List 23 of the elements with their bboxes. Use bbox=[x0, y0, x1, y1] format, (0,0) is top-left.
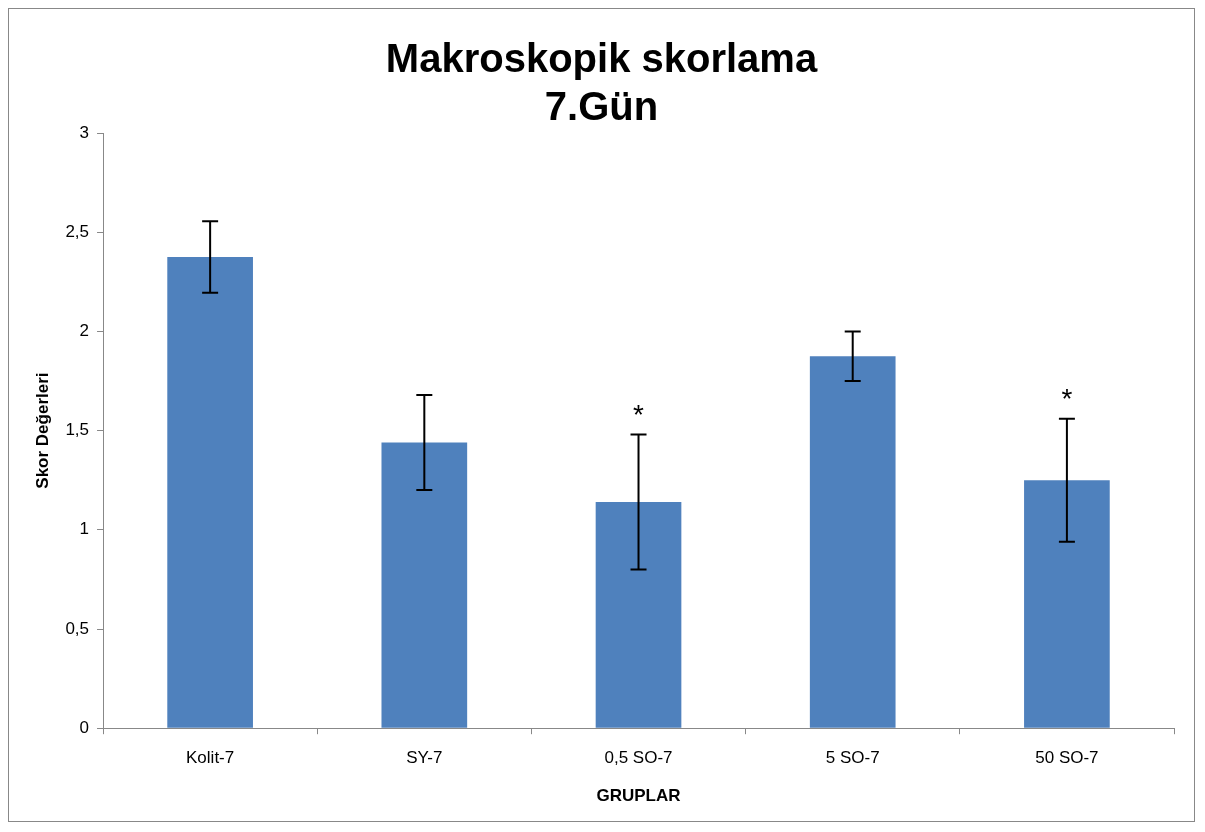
x-tick-label: 0,5 SO-7 bbox=[604, 748, 673, 768]
y-tick-label: 0,5 bbox=[65, 618, 90, 638]
y-tick-label: 3 bbox=[79, 122, 90, 142]
bar bbox=[381, 442, 468, 728]
y-tick-label: 1 bbox=[79, 519, 90, 539]
data-label: * bbox=[633, 399, 645, 431]
bar bbox=[167, 257, 253, 728]
data-label: * bbox=[1061, 383, 1073, 415]
y-tick-label: 2 bbox=[79, 321, 90, 341]
bar bbox=[809, 356, 896, 728]
y-tick-label: 1,5 bbox=[65, 420, 90, 440]
y-tick-label: 0 bbox=[79, 717, 90, 737]
x-axis-title: GRUPLAR bbox=[596, 786, 681, 806]
y-axis-title: Skor Değerleri bbox=[32, 372, 52, 489]
x-tick-label: SY-7 bbox=[406, 748, 443, 768]
chart-subtitle: 7.Gün bbox=[544, 84, 659, 129]
bar bbox=[1024, 480, 1110, 728]
chart-title: Makroskopik skorlama bbox=[385, 36, 818, 81]
x-tick-label: 5 SO-7 bbox=[825, 748, 880, 768]
y-tick-label: 2,5 bbox=[65, 221, 90, 241]
bar bbox=[595, 502, 682, 728]
x-tick-label: 50 SO-7 bbox=[1035, 748, 1099, 768]
x-tick-label: Kolit-7 bbox=[186, 748, 235, 768]
